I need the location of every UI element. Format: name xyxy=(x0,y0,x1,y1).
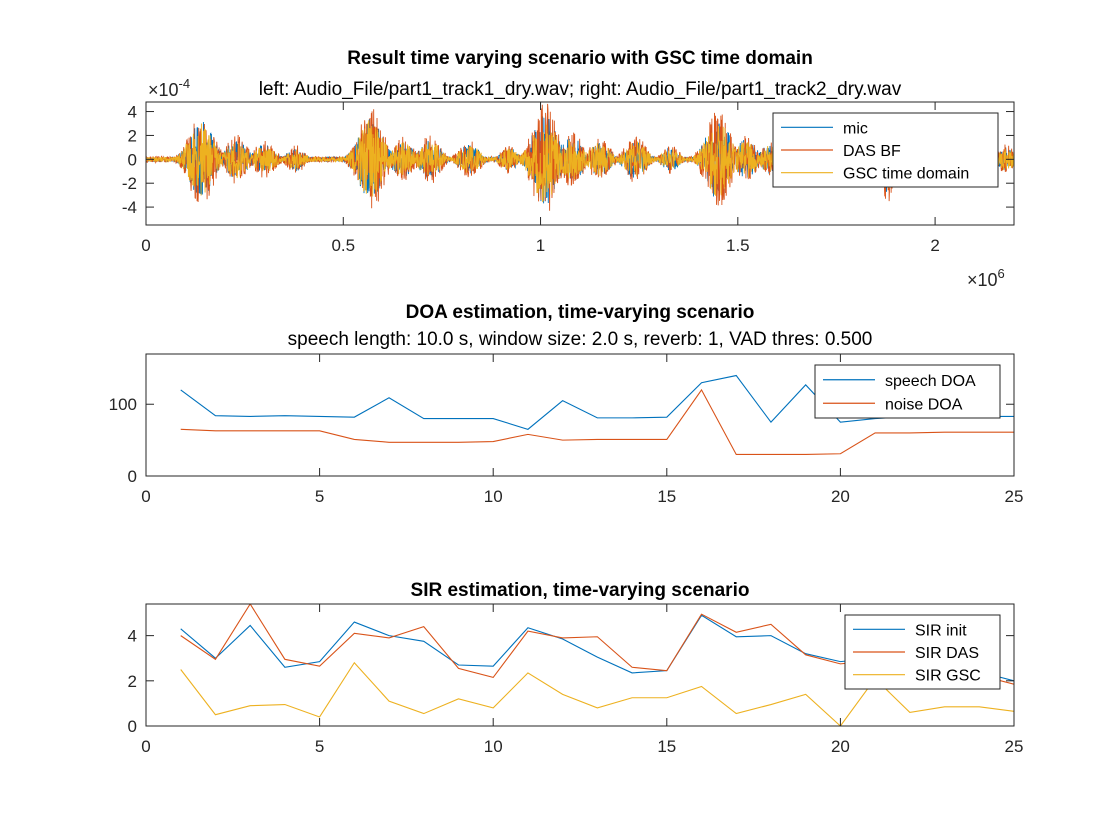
series-group xyxy=(180,374,1014,456)
x-tick-label: 0.5 xyxy=(331,236,355,255)
x-tick-label: 15 xyxy=(657,737,676,756)
y-tick-label: 2 xyxy=(128,672,137,691)
panel1-x-multiplier: ×106 xyxy=(967,266,1005,290)
y-tick-label: 2 xyxy=(128,126,137,145)
legend-label: mic xyxy=(843,120,868,137)
x-tick-label: 1.5 xyxy=(726,236,750,255)
panel1-subtitle: left: Audio_File/part1_track1_dry.wav; r… xyxy=(259,79,902,100)
y-tick-label: 100 xyxy=(109,395,137,414)
series-line-noise-doa xyxy=(180,388,1014,456)
waveform-panel: Result time varying scenario with GSC ti… xyxy=(122,48,1015,290)
legend-label: SIR init xyxy=(915,622,967,639)
panel1-y-multiplier: ×10-4 xyxy=(148,76,190,100)
x-tick-label: 0 xyxy=(141,737,150,756)
sir-panel: SIR estimation, time-varying scenario 0 5… xyxy=(128,580,1024,756)
x-tick-label: 20 xyxy=(831,737,850,756)
legend: speech DOA noise DOA xyxy=(814,364,1001,419)
y-tick-label: 0 xyxy=(128,717,137,736)
legend-label: DAS BF xyxy=(843,143,901,160)
x-tick-label: 15 xyxy=(657,487,676,506)
y-tick-label: -4 xyxy=(122,198,137,217)
legend-box xyxy=(814,364,1001,419)
x-tick-label: 0 xyxy=(141,236,150,255)
x-tick-label: 10 xyxy=(484,487,503,506)
x-tick-label: 0 xyxy=(141,487,150,506)
panel2-subtitle: speech length: 10.0 s, window size: 2.0 … xyxy=(288,329,873,350)
x-tick-label: 5 xyxy=(315,737,324,756)
legend-label: SIR GSC xyxy=(915,668,981,685)
panel2-title: DOA estimation, time-varying scenario xyxy=(406,302,755,323)
x-tick-label: 2 xyxy=(930,236,939,255)
x-tick-label: 1 xyxy=(536,236,545,255)
y-tick-label: -2 xyxy=(122,174,137,193)
y-tick-label: 4 xyxy=(128,103,137,122)
x-tick-label: 25 xyxy=(1005,487,1024,506)
legend-label: GSC time domain xyxy=(843,166,969,183)
axes-frame xyxy=(145,101,1015,226)
series-line-speech-doa xyxy=(180,374,1014,430)
legend: mic DAS BF GSC time domain xyxy=(772,112,999,188)
panel3-title: SIR estimation, time-varying scenario xyxy=(411,580,750,601)
doa-panel: DOA estimation, time-varying scenario sp… xyxy=(109,302,1024,506)
legend: SIR init SIR DAS SIR GSC xyxy=(844,614,1001,690)
legend-label: SIR DAS xyxy=(915,645,979,662)
legend-label: noise DOA xyxy=(885,396,963,413)
x-tick-label: 5 xyxy=(315,487,324,506)
y-tick-label: 4 xyxy=(128,627,137,646)
y-tick-label: 0 xyxy=(128,467,137,486)
y-tick-label: 0 xyxy=(128,150,137,169)
axes-frame xyxy=(145,353,1015,477)
x-tick-label: 20 xyxy=(831,487,850,506)
legend-label: speech DOA xyxy=(885,373,976,390)
panel1-title: Result time varying scenario with GSC ti… xyxy=(347,48,813,69)
x-tick-label: 25 xyxy=(1005,737,1024,756)
x-tick-label: 10 xyxy=(484,737,503,756)
axes-frame xyxy=(145,603,1015,727)
